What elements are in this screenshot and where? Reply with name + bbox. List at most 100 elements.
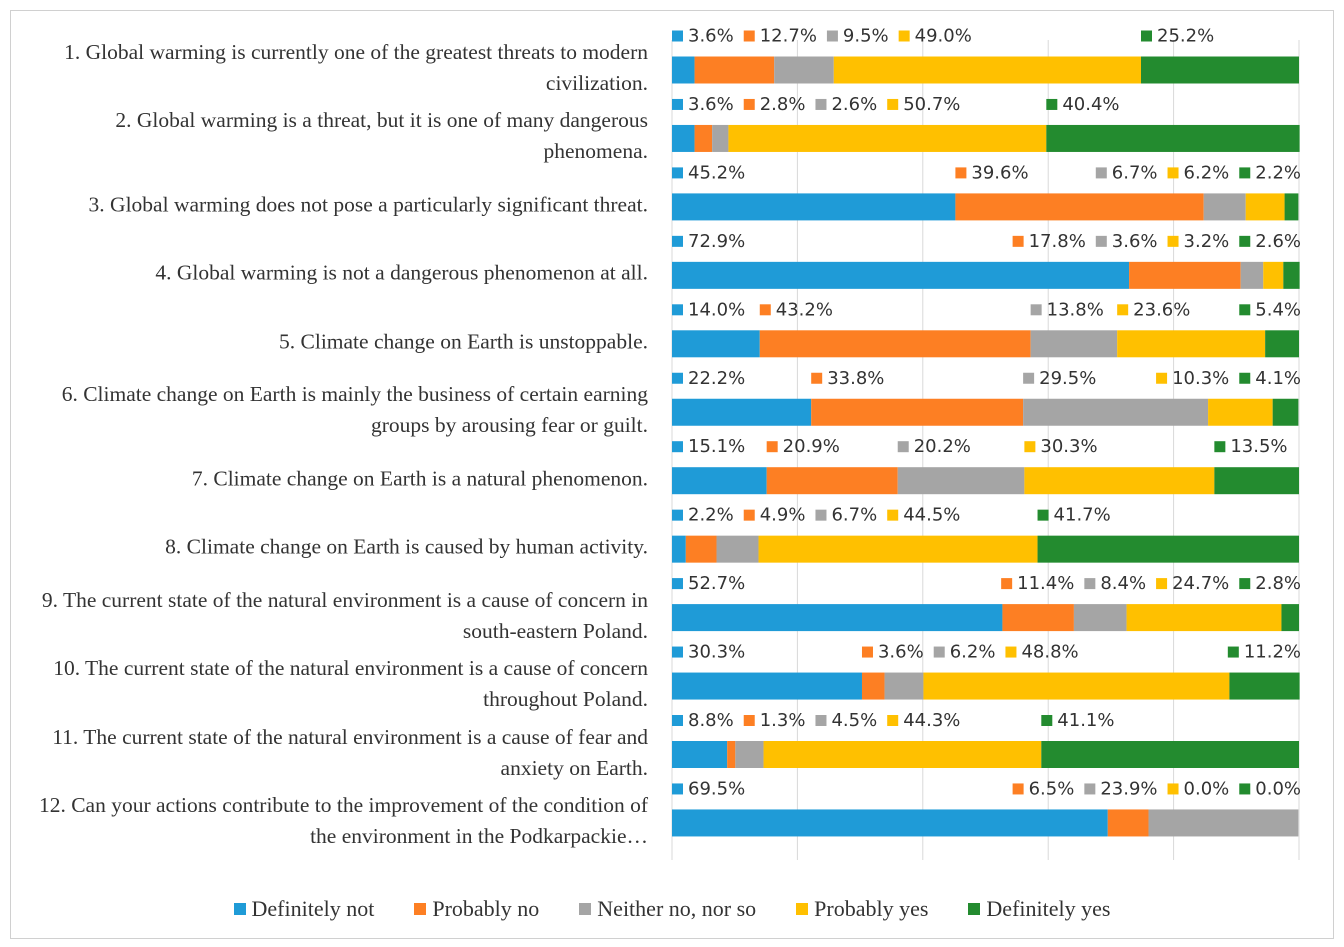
value-label-text: 8.8%: [688, 710, 734, 731]
value-label-key: [672, 715, 683, 726]
bar-segment: [1245, 193, 1285, 221]
value-label: 20.2%: [897, 436, 971, 457]
value-label: 8.4%: [1084, 573, 1146, 594]
value-label: 6.7%: [1095, 162, 1158, 183]
value-label-key: [826, 30, 838, 42]
value-label-text: 52.7%: [688, 573, 745, 594]
bar-segment: [763, 741, 1042, 768]
value-label-text: 4.9%: [760, 505, 806, 526]
value-label-key: [1167, 167, 1179, 179]
value-label: 24.7%: [1156, 573, 1229, 594]
value-label-key: [1046, 98, 1058, 110]
bar-segment: [727, 741, 736, 768]
value-label-key: [672, 578, 683, 590]
category-label: 6. Climate change on Earth is mainly the…: [61, 382, 648, 438]
legend-item: Neither no, nor so: [579, 896, 756, 922]
value-label-text: 11.4%: [1017, 573, 1074, 594]
value-label: 39.6%: [955, 162, 1029, 183]
value-label-key: [1023, 372, 1035, 384]
legend-label: Probably no: [432, 896, 540, 921]
value-label-text: 24.7%: [1172, 573, 1229, 594]
legend-swatch: [233, 903, 246, 915]
bar-segment: [672, 809, 1108, 837]
value-label: 4.1%: [1239, 368, 1301, 389]
category-label: 7. Climate change on Earth is a natural …: [191, 466, 648, 491]
bar-segment: [766, 467, 898, 495]
bar-segment: [1126, 604, 1282, 632]
value-label-text: 12.7%: [760, 26, 817, 47]
value-label: 4.9%: [743, 505, 806, 526]
value-label-key: [1239, 372, 1251, 384]
value-label-key: [897, 441, 909, 453]
value-label: 2.2%: [1239, 162, 1301, 183]
value-label-key: [672, 441, 683, 453]
category-label: 12. Can your actions contribute to the i…: [38, 792, 648, 848]
legend-swatch: [414, 903, 427, 915]
value-label-key: [887, 509, 899, 521]
value-label: 6.5%: [1012, 778, 1074, 799]
bar-segment: [1030, 330, 1118, 358]
value-label-key: [1239, 167, 1251, 179]
value-label: 72.9%: [672, 231, 745, 252]
bar-segment: [1272, 398, 1299, 426]
value-label-key: [1001, 578, 1013, 590]
value-label-key: [672, 304, 683, 316]
bar-segment: [1023, 398, 1209, 426]
value-label-text: 2.2%: [688, 505, 734, 526]
value-label-text: 5.4%: [1255, 299, 1301, 320]
value-label-text: 10.3%: [1172, 368, 1229, 389]
category-label: 4. Global warming is not a dangerous phe…: [155, 260, 648, 285]
value-label-key: [898, 30, 910, 42]
bar-segment: [1117, 330, 1266, 358]
bar-segment: [1140, 56, 1299, 84]
value-label: 14.0%: [672, 299, 745, 320]
bar-segment: [1129, 261, 1241, 289]
value-label-key: [766, 441, 778, 453]
value-label: 6.2%: [1167, 162, 1229, 183]
bar-segment: [774, 56, 834, 84]
value-label: 6.7%: [815, 505, 877, 526]
value-label-text: 29.5%: [1039, 368, 1096, 389]
value-label-text: 50.7%: [903, 94, 960, 115]
value-label-text: 49.0%: [915, 26, 972, 47]
bar-segment: [1107, 809, 1149, 837]
bar-segment: [728, 124, 1047, 152]
value-label-key: [1239, 304, 1251, 316]
value-label: 30.3%: [672, 642, 745, 663]
value-label: 2.8%: [743, 94, 806, 115]
value-label: 25.2%: [1140, 26, 1214, 47]
value-label-key: [672, 646, 683, 658]
value-label-key: [672, 235, 683, 247]
bar-segment: [712, 124, 729, 152]
bar-segment: [735, 741, 764, 768]
bar-segment: [1002, 604, 1074, 632]
bar-segment: [672, 398, 812, 426]
value-label: 3.6%: [1095, 231, 1158, 252]
value-label-text: 1.3%: [760, 710, 806, 731]
value-label-text: 2.8%: [760, 94, 806, 115]
bar-segment: [955, 193, 1204, 221]
value-label-text: 6.7%: [831, 505, 877, 526]
bar-segment: [672, 604, 1003, 632]
bar-segment: [1283, 261, 1300, 289]
value-label-text: 3.6%: [688, 94, 734, 115]
value-label: 4.5%: [815, 710, 877, 731]
bar-segment: [694, 56, 775, 84]
value-label-key: [672, 30, 683, 42]
value-label-key: [1156, 372, 1168, 384]
value-label: 13.8%: [1030, 299, 1104, 320]
value-label-key: [933, 646, 945, 658]
bar-segment: [759, 330, 1031, 358]
value-label-text: 2.6%: [831, 94, 877, 115]
value-label-text: 23.6%: [1133, 299, 1190, 320]
category-label: 2. Global warming is a threat, but it is…: [115, 108, 648, 164]
value-label-key: [815, 98, 827, 110]
bar-segment: [1229, 672, 1300, 700]
value-label: 10.3%: [1156, 368, 1229, 389]
value-label-text: 22.2%: [688, 368, 745, 389]
legend-item: Definitely not: [233, 896, 374, 922]
value-label-key: [955, 167, 967, 179]
value-label-text: 41.1%: [1057, 710, 1114, 731]
value-label-key: [672, 509, 683, 521]
